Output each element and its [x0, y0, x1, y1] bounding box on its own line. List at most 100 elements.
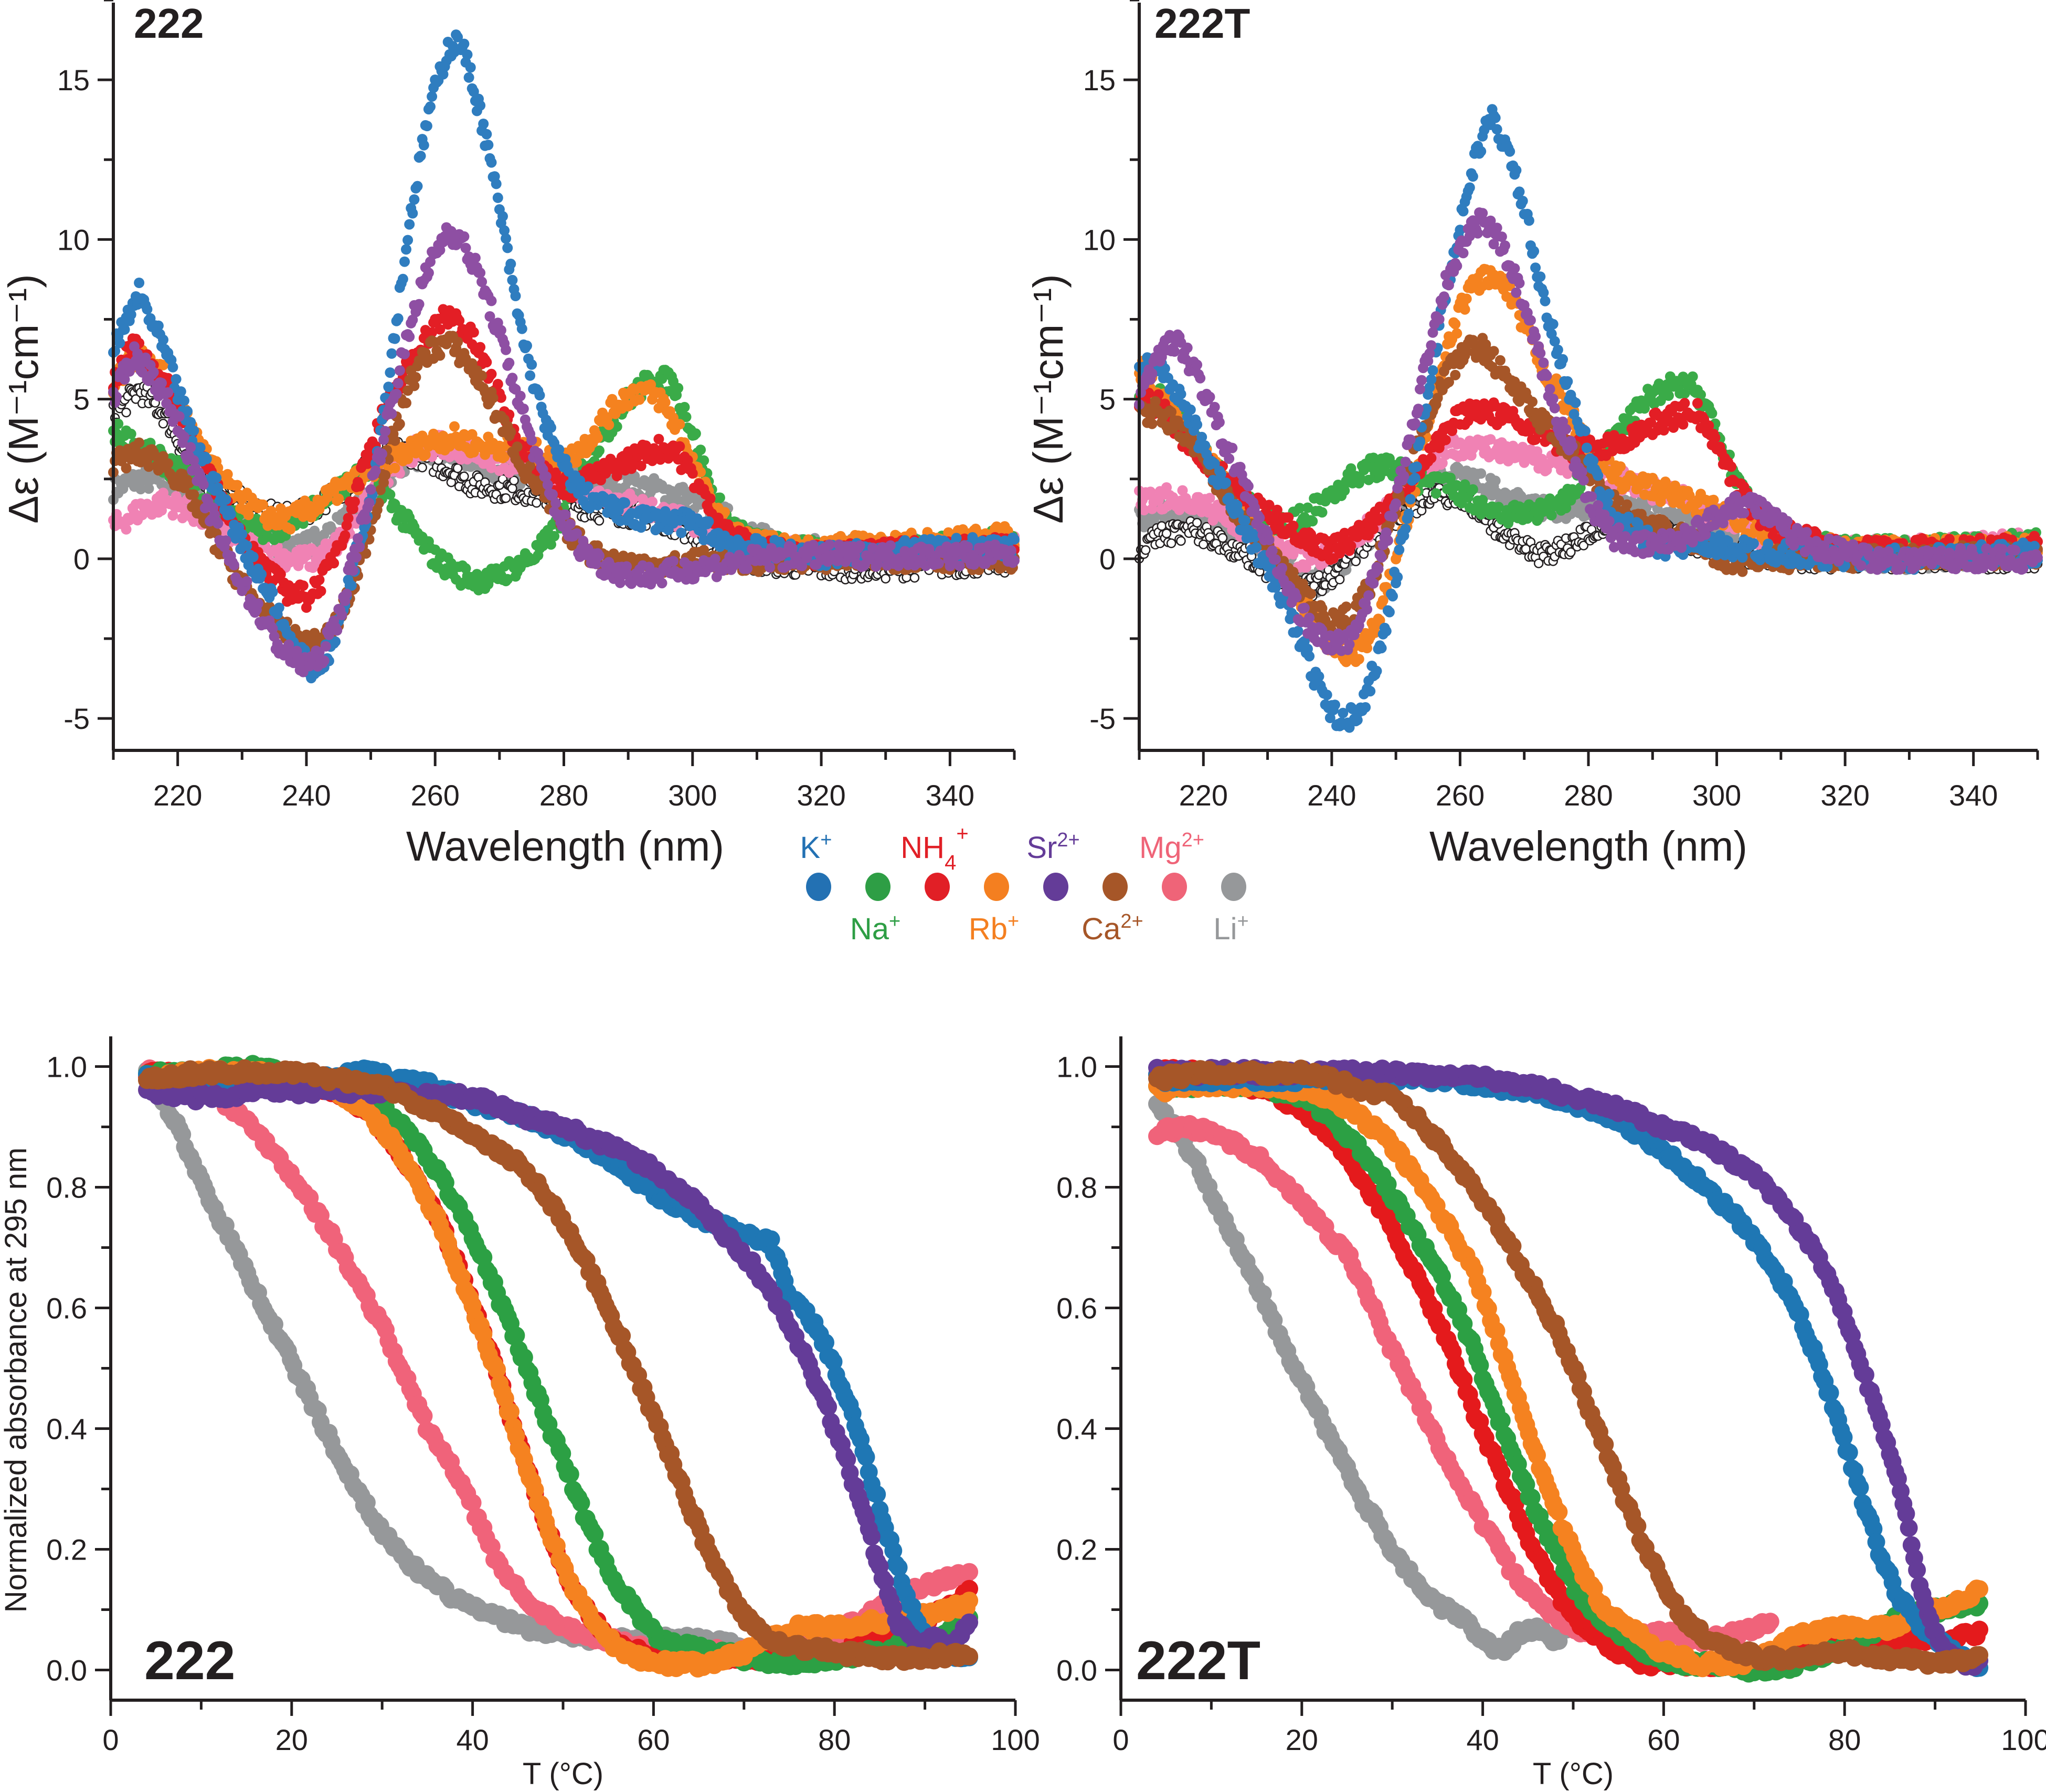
- data-point: [343, 513, 354, 524]
- data-point: [241, 540, 252, 551]
- data-point: [656, 578, 667, 589]
- data-point: [516, 323, 527, 334]
- data-point: [491, 178, 502, 189]
- data-point: [487, 393, 499, 404]
- data-point: [495, 325, 506, 336]
- data-point: [634, 394, 645, 405]
- data-point: [465, 62, 476, 73]
- data-point: [459, 38, 470, 49]
- data-point: [620, 497, 630, 508]
- data-point: [354, 542, 365, 553]
- data-point: [909, 572, 920, 583]
- data-point: [267, 587, 278, 598]
- data-point: [178, 395, 189, 406]
- data-point: [171, 374, 182, 385]
- data-point: [505, 427, 516, 438]
- data-point: [401, 397, 411, 408]
- data-point: [1009, 534, 1020, 545]
- data-point: [522, 340, 532, 351]
- data-point: [409, 194, 420, 205]
- data-point: [385, 367, 396, 378]
- data-point: [298, 580, 309, 591]
- data-point: [459, 471, 469, 482]
- data-point: [525, 370, 536, 381]
- data-point: [256, 569, 267, 580]
- data-point: [213, 518, 224, 529]
- data-point: [449, 421, 460, 432]
- data-point: [131, 394, 141, 404]
- data-point: [475, 100, 486, 111]
- data-point: [220, 494, 231, 505]
- data-point: [673, 383, 684, 394]
- data-point: [167, 362, 178, 373]
- data-point: [135, 484, 146, 495]
- data-point: [412, 181, 423, 192]
- data-point: [163, 458, 174, 469]
- data-point: [340, 530, 351, 541]
- data-point: [134, 278, 145, 288]
- data-point: [434, 350, 446, 361]
- data-point: [507, 274, 518, 285]
- data-point: [515, 390, 526, 401]
- data-point: [703, 516, 714, 527]
- data-point: [393, 313, 404, 324]
- data-point: [285, 524, 296, 535]
- data-point: [394, 418, 405, 429]
- data-point: [389, 462, 400, 473]
- data-point: [188, 425, 199, 436]
- data-point: [501, 233, 512, 244]
- data-point: [393, 378, 404, 389]
- data-point: [158, 419, 168, 429]
- data-point: [377, 448, 387, 459]
- data-point: [510, 291, 521, 301]
- data-point: [518, 404, 529, 414]
- data-point: [462, 49, 473, 60]
- data-point: [273, 602, 284, 613]
- data-point: [486, 157, 497, 168]
- data-point: [463, 72, 474, 83]
- data-point: [881, 574, 891, 584]
- data-point: [121, 463, 132, 474]
- data-point: [705, 493, 716, 504]
- data-point: [389, 333, 400, 344]
- data-point: [404, 219, 415, 230]
- cd-222-marks: [108, 29, 1020, 684]
- data-point: [582, 481, 593, 492]
- data-point: [142, 304, 153, 315]
- data-point: [407, 208, 418, 219]
- data-point: [397, 273, 408, 284]
- data-point: [201, 453, 212, 464]
- data-point: [483, 140, 494, 151]
- data-point: [452, 336, 463, 347]
- data-point: [415, 151, 426, 162]
- data-point: [492, 192, 503, 203]
- data-point: [502, 242, 513, 253]
- data-point: [380, 470, 391, 481]
- data-point: [603, 419, 614, 430]
- data-point: [198, 479, 209, 490]
- data-point: [229, 560, 239, 570]
- data-point: [220, 535, 231, 546]
- data-point: [341, 588, 352, 599]
- data-point: [148, 367, 159, 378]
- data-point: [560, 509, 571, 520]
- data-point: [188, 489, 199, 500]
- data-point: [185, 442, 196, 453]
- data-point: [391, 388, 402, 399]
- data-point: [546, 422, 556, 433]
- data-point: [660, 397, 671, 408]
- data-point: [347, 565, 358, 576]
- data-point: [425, 101, 436, 112]
- data-point: [507, 483, 517, 493]
- data-point: [526, 359, 537, 370]
- data-point: [394, 365, 405, 376]
- data-point: [452, 463, 463, 473]
- data-point: [225, 509, 236, 520]
- data-point: [486, 368, 497, 379]
- data-point: [532, 498, 542, 508]
- data-point: [594, 516, 605, 526]
- data-point: [399, 256, 410, 267]
- data-point: [475, 267, 486, 278]
